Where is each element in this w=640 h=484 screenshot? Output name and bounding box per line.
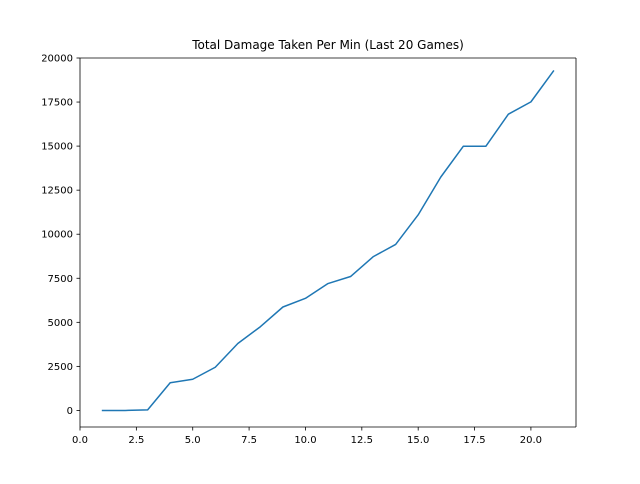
y-tick-label: 15000 <box>41 142 73 153</box>
y-tick-label: 12500 <box>41 186 73 197</box>
x-tick-label: 5.0 <box>185 435 201 446</box>
chart-title: Total Damage Taken Per Min (Last 20 Game… <box>191 38 464 52</box>
y-tick-label: 17500 <box>41 98 73 109</box>
y-tick-label: 5000 <box>48 318 73 329</box>
x-tick-label: 2.5 <box>128 435 144 446</box>
x-tick-label: 12.5 <box>351 435 373 446</box>
x-tick-label: 7.5 <box>241 435 257 446</box>
x-tick-label: 20.0 <box>520 435 542 446</box>
x-tick-label: 17.5 <box>463 435 485 446</box>
y-tick-label: 10000 <box>41 230 73 241</box>
x-tick-label: 0.0 <box>72 435 88 446</box>
y-tick-label: 2500 <box>48 362 73 373</box>
y-tick-label: 20000 <box>41 54 73 65</box>
x-tick-label: 10.0 <box>294 435 316 446</box>
y-tick-label: 0 <box>67 406 73 417</box>
y-tick-label: 7500 <box>48 274 73 285</box>
x-tick-label: 15.0 <box>407 435 429 446</box>
